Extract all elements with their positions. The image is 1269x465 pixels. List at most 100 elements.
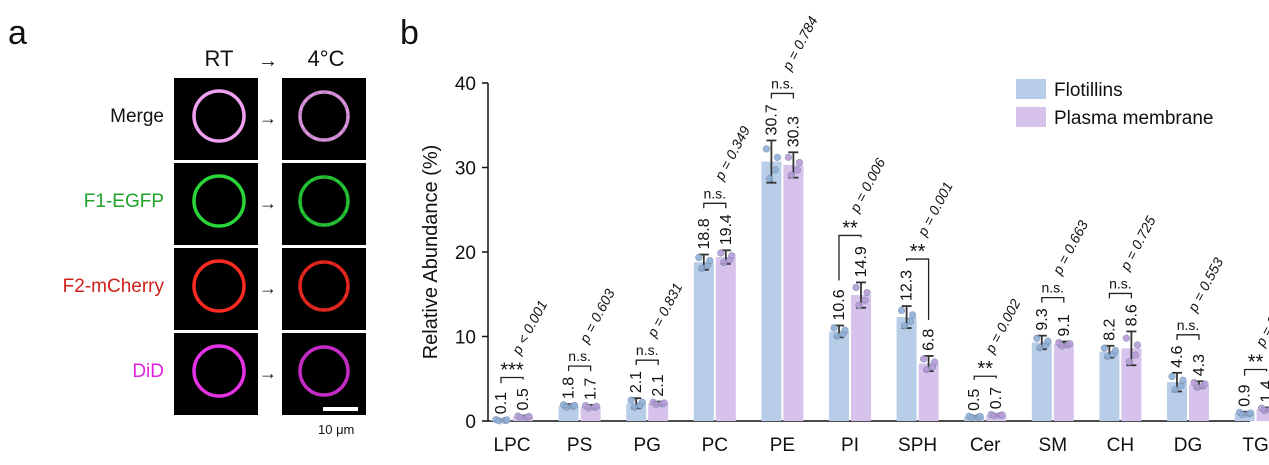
replicate-dot [901, 322, 909, 330]
category-label-sph: SPH [898, 435, 937, 456]
value-label: 9.3 [1034, 308, 1051, 330]
replicate-dot [638, 398, 646, 406]
cold-image-4 [282, 333, 366, 415]
significance-label: ** [842, 217, 858, 239]
rt-image-3 [174, 248, 258, 330]
replicate-dot [1133, 341, 1142, 349]
row-label-f1-egfp: F1-EGFP [83, 191, 164, 212]
y-tick-label: 0 [465, 412, 476, 433]
y-tick-label: 30 [455, 159, 476, 180]
row-label-f2-mcherry: F2-mCherry [62, 276, 164, 297]
significance-bracket [1108, 292, 1133, 299]
replicate-dot [795, 158, 804, 167]
legend-label-flotillins: Flotillins [1054, 80, 1123, 101]
value-label: 1.8 [561, 377, 578, 399]
y-tick-label: 20 [455, 243, 476, 264]
replicate-dot [728, 252, 736, 260]
value-label: 0.9 [1237, 384, 1254, 406]
replicate-dot [706, 257, 714, 265]
y-axis-label: Relative Abundance (%) [420, 145, 442, 360]
replicate-dot [1111, 346, 1120, 355]
p-value-label: p = 0.553 [1184, 255, 1226, 315]
significance-bracket [1243, 368, 1268, 376]
replicate-dot [1179, 376, 1187, 384]
value-label: 14.9 [853, 246, 870, 277]
significance-bracket [838, 234, 862, 281]
significance-bracket [567, 365, 592, 372]
p-value-label: p = 0.001 [914, 179, 956, 239]
replicate-dot [930, 358, 939, 366]
category-label-pc: PC [702, 435, 728, 456]
value-label: 6.8 [921, 329, 938, 351]
row-arrow: → [259, 363, 277, 383]
scale-label: 10 μm [318, 422, 355, 437]
value-label: 8.2 [1101, 318, 1118, 340]
replicate-dot [793, 166, 802, 174]
row-arrow: → [259, 278, 277, 298]
header-arrow: → [258, 50, 278, 72]
replicate-dot [1131, 351, 1140, 359]
value-label: 1.7 [583, 378, 600, 400]
replicate-dot [571, 401, 579, 410]
legend-swatch-flotillins [1016, 79, 1046, 99]
replicate-dot [855, 301, 863, 309]
category-label-ps: PS [567, 435, 592, 456]
p-value-label: p < 0.001 [508, 298, 550, 358]
category-label-ch: CH [1107, 435, 1134, 456]
replicate-dot [1125, 358, 1134, 366]
replicate-dot [495, 417, 503, 425]
replicate-dot [1238, 411, 1247, 419]
replicate-dot [852, 283, 860, 292]
bar-pm-pe [783, 164, 804, 421]
bar-flotillins-sm [1031, 342, 1052, 421]
value-label: 0.7 [988, 387, 1005, 409]
significance-label: n.s. [771, 75, 794, 91]
legend-label-pm: Plasma membrane [1054, 108, 1213, 129]
replicate-dot [861, 296, 869, 304]
replicate-dot [630, 403, 638, 411]
category-label-pg: PG [633, 435, 660, 456]
category-label-pe: PE [770, 435, 795, 456]
bar-pm-pc [715, 257, 736, 421]
replicate-dot [695, 253, 703, 262]
significance-label: ** [910, 241, 926, 263]
p-value-label: p = 0.725 [1116, 213, 1158, 273]
bar-pm-tg [1256, 409, 1269, 421]
replicate-dot [833, 332, 841, 340]
category-label-tg: TG [1242, 435, 1268, 456]
significance-label: ** [1248, 351, 1264, 373]
category-label-sm: SM [1039, 435, 1068, 456]
replicate-dot [525, 412, 533, 421]
rt-image-1 [174, 78, 258, 160]
p-value-label: p = 0.003 [1252, 289, 1269, 349]
replicate-dot [503, 416, 511, 424]
bar-flotillins-pe [761, 161, 782, 421]
significance-label: n.s. [568, 348, 591, 364]
replicate-dot [698, 264, 706, 272]
replicate-dot [784, 153, 793, 161]
significance-label: n.s. [1042, 280, 1065, 296]
significance-bracket [703, 202, 727, 209]
value-label: 4.6 [1169, 345, 1186, 367]
replicate-dot [1122, 334, 1131, 342]
p-value-label: p = 0.006 [846, 155, 888, 215]
y-tick-label: 40 [455, 74, 476, 95]
replicate-dot [765, 174, 774, 183]
replicate-dot [830, 324, 838, 332]
rt-image-2 [174, 163, 258, 245]
p-value-label: p = 0.349 [711, 123, 753, 183]
replicate-dot [1036, 344, 1044, 352]
scale-bar [323, 407, 358, 411]
significance-bracket [635, 359, 659, 366]
replicate-dot [908, 311, 917, 319]
y-tick-label: 10 [455, 328, 476, 349]
row-label-did: DiD [132, 361, 164, 382]
replicate-dot [771, 166, 780, 174]
value-label: 0.1 [493, 392, 510, 414]
value-label: 2.1 [650, 374, 667, 396]
replicate-dot [717, 249, 725, 257]
replicate-dot [517, 414, 525, 422]
value-label: 1.4 [1259, 380, 1269, 402]
replicate-dot [627, 396, 635, 404]
bar-pm-pg [648, 403, 669, 421]
